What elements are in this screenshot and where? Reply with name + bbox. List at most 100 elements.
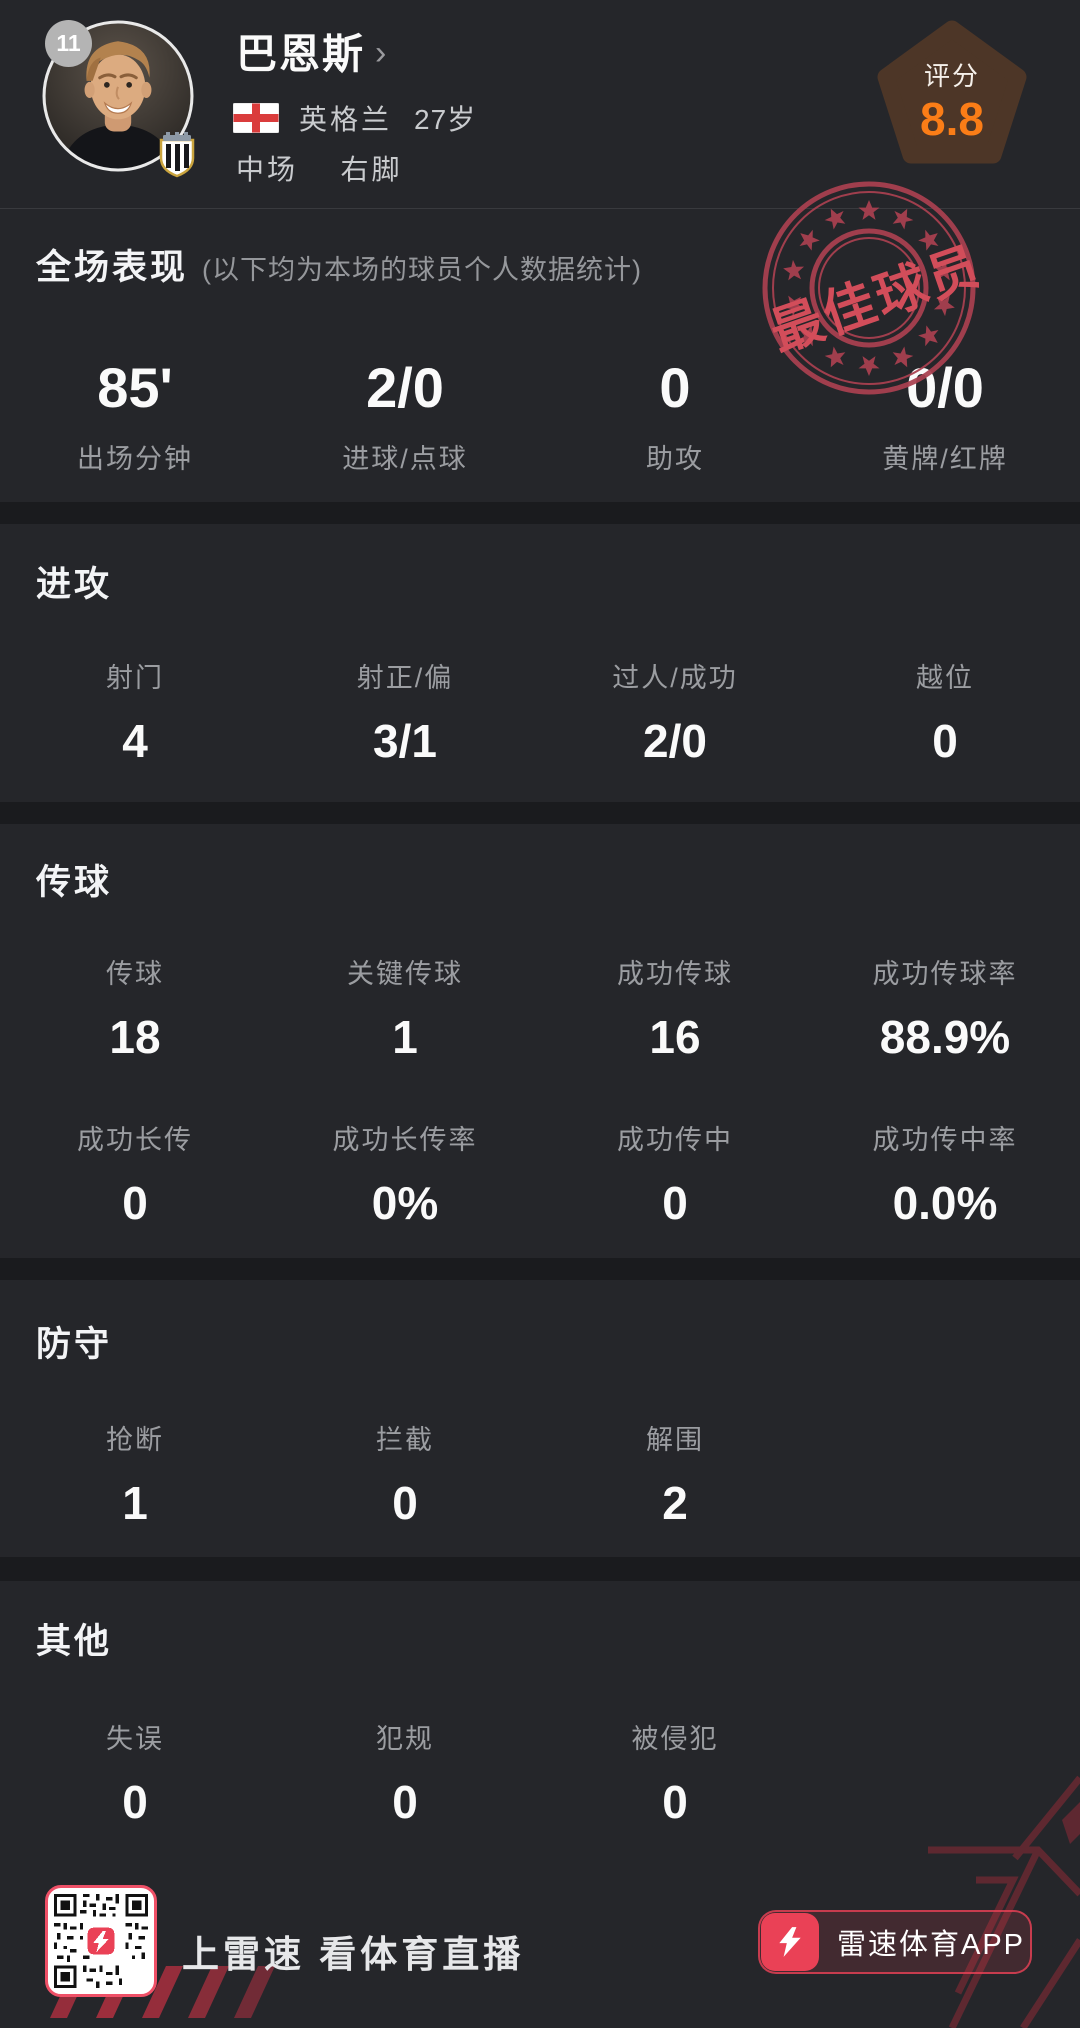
- stat-cards: 0/0 黄牌/红牌: [810, 357, 1080, 475]
- stat-label: 过人/成功: [612, 663, 738, 693]
- stat-goals: 2/0 进球/点球: [270, 357, 540, 475]
- section-attack: 进攻 射门 4 射正/偏 3/1 过人/成功 2/0 越位 0: [0, 524, 1080, 802]
- stat-empty: [810, 1723, 1080, 1827]
- stat-value: 0: [122, 1776, 148, 1828]
- stat-value: 3/1: [373, 715, 437, 767]
- stat-value: 0: [662, 1177, 688, 1229]
- stat-value: 0.0%: [892, 1177, 998, 1229]
- stat-tackles: 抢断 1: [0, 1424, 270, 1528]
- lightning-icon: [761, 1913, 819, 1971]
- section-divider: [0, 802, 1080, 824]
- stat-label: 助攻: [646, 444, 704, 474]
- stat-value: 2: [662, 1477, 688, 1529]
- section-divider: [0, 1557, 1080, 1581]
- app-download-button[interactable]: 雷速体育APP: [758, 1910, 1032, 1974]
- stat-value: 85': [97, 356, 173, 419]
- player-nationality: 英格兰: [299, 104, 393, 135]
- shirt-number-badge: 11: [45, 20, 92, 67]
- section-divider: [0, 1258, 1080, 1280]
- stat-label: 成功传球率: [872, 959, 1018, 989]
- stat-label: 解围: [646, 1425, 704, 1455]
- player-age: 27岁: [414, 104, 477, 135]
- player-avatar: 11: [42, 20, 195, 178]
- stat-value: 0%: [371, 1177, 439, 1229]
- section-other-title: 其他: [36, 1622, 113, 1661]
- stat-value: 0: [392, 1477, 418, 1529]
- stat-value: 0: [122, 1177, 148, 1229]
- attack-stats-row: 射门 4 射正/偏 3/1 过人/成功 2/0 越位 0: [0, 662, 1080, 766]
- stat-value: 0: [932, 715, 958, 767]
- rating-badge: 评分 8.8: [877, 20, 1027, 164]
- section-divider: [0, 502, 1080, 524]
- stat-value: 0: [659, 356, 691, 419]
- footer-slogan: 上雷速 看体育直播: [182, 1934, 525, 1975]
- section-overall-note: (以下均为本场的球员个人数据统计): [202, 255, 642, 285]
- stat-assists: 0 助攻: [540, 357, 810, 475]
- stat-key-passes: 关键传球 1: [270, 958, 540, 1062]
- rating-value: 8.8: [920, 93, 984, 145]
- app-button-label: 雷速体育APP: [837, 1929, 1026, 1961]
- stat-label: 关键传球: [347, 959, 463, 989]
- overall-stats-row: 85' 出场分钟 2/0 进球/点球 0 助攻 0/0 黄牌/红牌: [0, 357, 1080, 475]
- other-stats-row: 失误 0 犯规 0 被侵犯 0: [0, 1723, 1080, 1827]
- section-passing: 传球 传球 18 关键传球 1 成功传球 16 成功传球率 88.9% 成功长传: [0, 824, 1080, 1258]
- player-foot: 右脚: [340, 154, 403, 185]
- stat-shots: 射门 4: [0, 662, 270, 766]
- stat-crosses: 成功传中 0: [540, 1124, 810, 1228]
- section-defense-title: 防守: [36, 1325, 113, 1364]
- qr-code: [45, 1885, 157, 1997]
- section-attack-title: 进攻: [36, 565, 113, 604]
- stat-label: 成功传球: [617, 959, 733, 989]
- chevron-right-icon: ›: [375, 34, 387, 72]
- stat-value: 0: [392, 1776, 418, 1828]
- stat-passes-completed: 成功传球 16: [540, 958, 810, 1062]
- stat-value: 4: [122, 715, 148, 767]
- stat-label: 犯规: [376, 1724, 434, 1754]
- section-overall-title: 全场表现: [36, 248, 189, 287]
- stat-cross-accuracy: 成功传中率 0.0%: [810, 1124, 1080, 1228]
- club-crest-icon: [159, 132, 195, 178]
- stat-clearances: 解围 2: [540, 1424, 810, 1528]
- player-name: 巴恩斯: [236, 31, 365, 77]
- player-position-row: 中场 右脚: [236, 148, 402, 188]
- passing-stats-row-1: 传球 18 关键传球 1 成功传球 16 成功传球率 88.9%: [0, 958, 1080, 1062]
- stat-minutes: 85' 出场分钟: [0, 357, 270, 475]
- stat-label: 成功传中率: [872, 1125, 1018, 1155]
- section-other: 其他 失误 0 犯规 0 被侵犯 0: [0, 1581, 1080, 2028]
- stat-label: 射门: [106, 663, 164, 693]
- stat-label: 传球: [106, 959, 164, 989]
- stat-value: 88.9%: [879, 1011, 1011, 1063]
- stat-label: 成功长传: [77, 1125, 193, 1155]
- stat-label: 射正/偏: [356, 663, 454, 693]
- section-defense: 防守 抢断 1 拦截 0 解围 2: [0, 1280, 1080, 1557]
- stat-long-ball-accuracy: 成功长传率 0%: [270, 1124, 540, 1228]
- stat-passes: 传球 18: [0, 958, 270, 1062]
- stat-label: 成功长传率: [332, 1125, 478, 1155]
- rating-label: 评分: [923, 61, 980, 91]
- england-flag-icon: [233, 103, 279, 133]
- stat-value: 16: [649, 1011, 701, 1063]
- passing-stats-row-2: 成功长传 0 成功长传率 0% 成功传中 0 成功传中率 0.0%: [0, 1124, 1080, 1228]
- stat-label: 被侵犯: [631, 1724, 719, 1754]
- defense-stats-row: 抢断 1 拦截 0 解围 2: [0, 1424, 1080, 1528]
- stat-offsides: 越位 0: [810, 662, 1080, 766]
- stat-value: 1: [122, 1477, 148, 1529]
- stat-label: 黄牌/红牌: [882, 444, 1008, 474]
- stat-fouls: 犯规 0: [270, 1723, 540, 1827]
- stat-value: 0: [662, 1776, 688, 1828]
- player-photo: [42, 20, 194, 172]
- stat-label: 抢断: [106, 1425, 164, 1455]
- stat-dribbles: 过人/成功 2/0: [540, 662, 810, 766]
- stat-pass-accuracy: 成功传球率 88.9%: [810, 958, 1080, 1062]
- player-position: 中场: [236, 154, 299, 185]
- section-passing-title: 传球: [36, 863, 113, 902]
- stat-value: 2/0: [366, 356, 444, 419]
- stat-interceptions: 拦截 0: [270, 1424, 540, 1528]
- stat-value: 2/0: [643, 715, 707, 767]
- player-name-link[interactable]: 巴恩斯 ›: [236, 20, 386, 80]
- player-nationality-row: 英格兰 27岁: [233, 98, 476, 138]
- stat-label: 拦截: [376, 1425, 434, 1455]
- stat-value: 0/0: [906, 356, 984, 419]
- stat-label: 越位: [916, 663, 974, 693]
